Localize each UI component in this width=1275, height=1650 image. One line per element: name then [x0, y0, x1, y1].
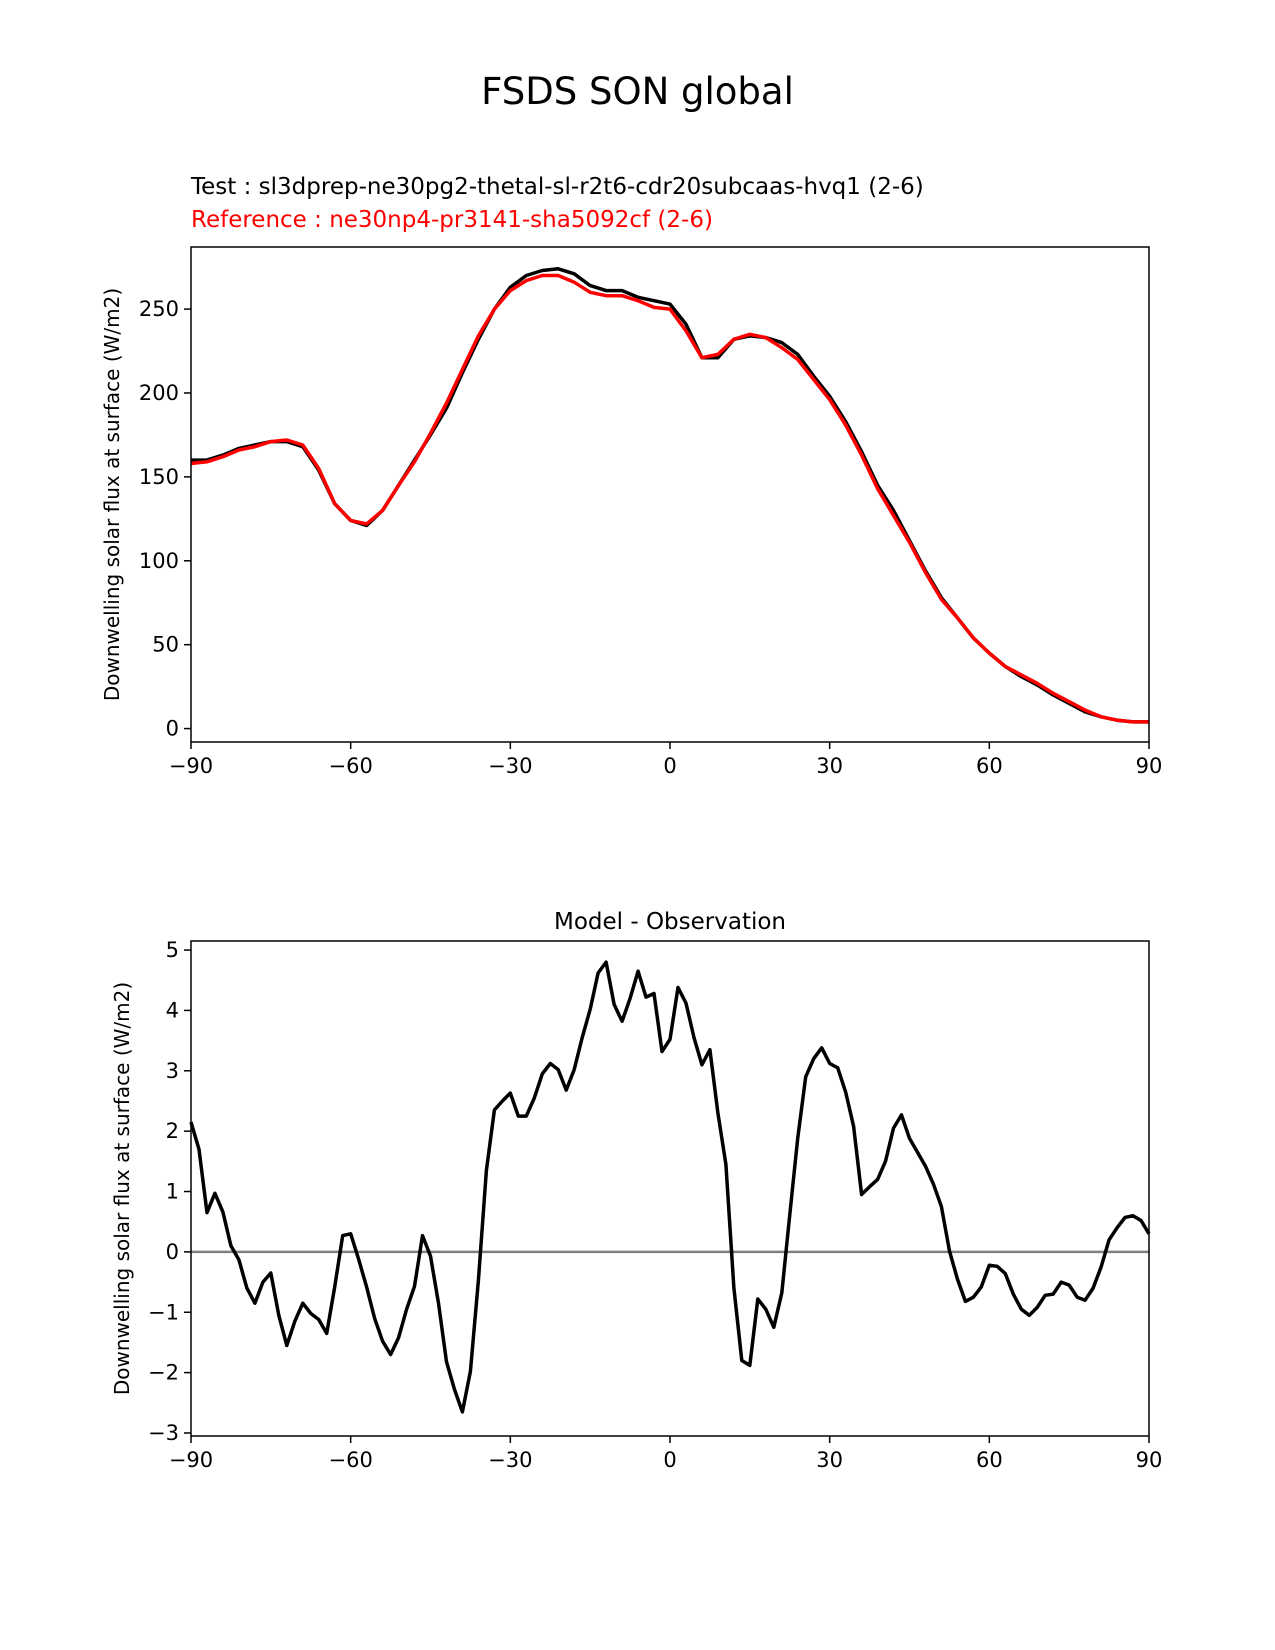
y-tick-label: 150	[139, 465, 179, 489]
x-tick-label: 30	[816, 1448, 843, 1472]
plot-frame	[191, 941, 1149, 1436]
y-tick-label: 0	[166, 717, 179, 741]
x-tick-label: 0	[663, 1448, 676, 1472]
x-tick-label: 60	[976, 1448, 1003, 1472]
y-tick-label: −2	[148, 1361, 179, 1385]
subplot-title: Model - Observation	[554, 909, 786, 935]
x-tick-label: −60	[329, 1448, 373, 1472]
y-tick-label: 1	[166, 1180, 179, 1204]
charts-canvas: −90 −60 −30 0 30 60 90050100150200250Downwelli…	[0, 0, 1275, 1650]
x-tick-label: −30	[488, 754, 532, 778]
y-axis-label: Downwelling solar flux at surface (W/m2)	[100, 288, 124, 701]
y-tick-label: 250	[139, 297, 179, 321]
y-tick-label: 100	[139, 549, 179, 573]
y-tick-label: 200	[139, 381, 179, 405]
x-tick-label: −60	[329, 754, 373, 778]
series-line-difference	[191, 962, 1149, 1412]
y-tick-label: −1	[148, 1300, 179, 1324]
y-tick-label: 0	[166, 1240, 179, 1264]
y-tick-label: 4	[166, 998, 179, 1022]
x-tick-label: −30	[488, 1448, 532, 1472]
x-tick-label: −90	[169, 1448, 213, 1472]
y-tick-label: 50	[152, 633, 179, 657]
series-line-test	[191, 269, 1149, 722]
x-tick-label: 90	[1136, 754, 1163, 778]
x-tick-label: 30	[816, 754, 843, 778]
series-line-reference	[191, 276, 1149, 722]
y-tick-label: −3	[148, 1421, 179, 1445]
x-tick-label: −90	[169, 754, 213, 778]
y-tick-label: 2	[166, 1119, 179, 1143]
y-tick-label: 5	[166, 938, 179, 962]
x-tick-label: 0	[663, 754, 676, 778]
x-tick-label: 90	[1136, 1448, 1163, 1472]
x-tick-label: 60	[976, 754, 1003, 778]
y-tick-label: 3	[166, 1059, 179, 1083]
y-axis-label: Downwelling solar flux at surface (W/m2)	[110, 982, 134, 1395]
